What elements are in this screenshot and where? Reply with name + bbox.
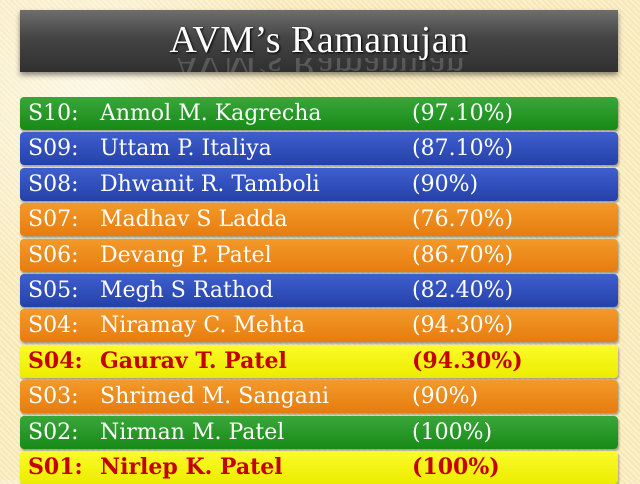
student-code: S06:	[28, 242, 79, 268]
student-percent: (100%)	[412, 453, 500, 480]
student-name: Anmol M. Kagrecha	[100, 101, 322, 126]
student-code: S10:	[28, 101, 79, 126]
student-row: S08: Dhwanit R. Tamboli (90%)	[20, 167, 618, 201]
student-name: Nirman M. Patel	[100, 419, 285, 445]
student-name: Dhwanit R. Tamboli	[100, 171, 320, 197]
student-row: S03: Shrimed M. Sangani (90%)	[20, 380, 618, 414]
student-percent: (90%)	[412, 171, 479, 197]
student-row: S06: Devang P. Patel (86.70%)	[20, 238, 618, 272]
student-row: S07: Madhav S Ladda (76.70%)	[20, 203, 618, 237]
student-percent: (94.30%)	[412, 313, 514, 339]
student-percent: (82.40%)	[412, 277, 514, 303]
student-name: Gaurav T. Patel	[100, 347, 287, 374]
slide-title: AVM’s Ramanujan	[169, 19, 469, 61]
student-row: S05: Megh S Rathod (82.40%)	[20, 273, 618, 307]
student-row: S02: Nirman M. Patel (100%)	[20, 415, 618, 449]
title-banner: AVM’s Ramanujan AVM’s Ramanujan	[20, 10, 618, 72]
student-name: Shrimed M. Sangani	[100, 384, 330, 410]
student-percent: (87.10%)	[412, 136, 514, 162]
student-code: S02:	[28, 419, 79, 445]
student-code: S05:	[28, 277, 79, 303]
student-name: Uttam P. Italiya	[100, 136, 272, 162]
student-row: S09: Uttam P. Italiya (87.10%)	[20, 132, 618, 166]
student-row: S01: Nirlep K. Patel (100%)	[20, 450, 618, 484]
student-row: S04: Niramay C. Mehta (94.30%)	[20, 309, 618, 343]
student-code: S08:	[28, 171, 79, 197]
student-code: S01:	[28, 453, 83, 480]
student-code: S09:	[28, 136, 79, 162]
student-list: S10: Anmol M. Kagrecha (97.10%) S09: Utt…	[20, 97, 618, 484]
student-code: S04:	[28, 313, 79, 339]
student-name: Madhav S Ladda	[100, 207, 288, 233]
student-percent: (90%)	[412, 384, 479, 410]
student-percent: (100%)	[412, 419, 493, 445]
student-percent: (86.70%)	[412, 242, 514, 268]
student-name: Niramay C. Mehta	[100, 313, 306, 339]
student-name: Devang P. Patel	[100, 242, 272, 268]
title-reflection: AVM’s Ramanujan	[20, 58, 618, 72]
student-code: S07:	[28, 207, 79, 233]
student-percent: (76.70%)	[412, 207, 514, 233]
student-percent: (97.10%)	[412, 101, 514, 126]
student-name: Nirlep K. Patel	[100, 453, 283, 480]
student-code: S04:	[28, 347, 83, 374]
student-row: S10: Anmol M. Kagrecha (97.10%)	[20, 97, 618, 130]
student-name: Megh S Rathod	[100, 277, 274, 303]
student-row: S04: Gaurav T. Patel (94.30%)	[20, 344, 618, 378]
student-code: S03:	[28, 384, 79, 410]
student-percent: (94.30%)	[412, 347, 523, 374]
